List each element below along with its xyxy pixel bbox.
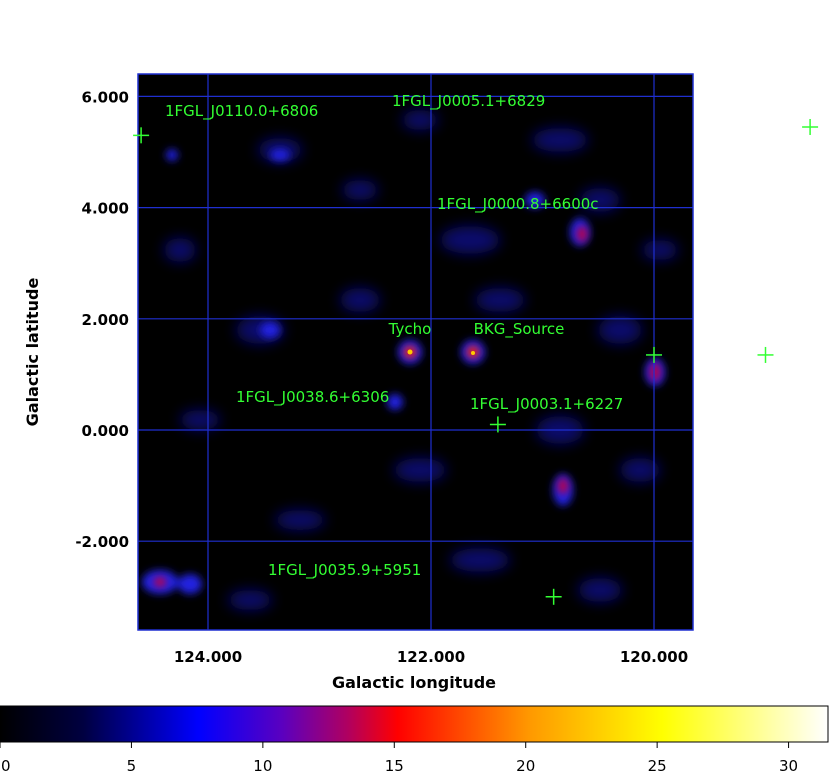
colorbar-tick-label: 20 bbox=[516, 757, 535, 775]
colorbar-tick-label: 30 bbox=[779, 757, 798, 775]
colorbar-tick-label: 10 bbox=[253, 757, 272, 775]
emission-blobs bbox=[142, 110, 678, 610]
map-frame bbox=[137, 73, 694, 631]
x-tick-label: 122.000 bbox=[397, 648, 465, 666]
source-label: 1FGL_J0110.0+6806 bbox=[165, 102, 318, 121]
colorbar-tick-label: 15 bbox=[385, 757, 404, 775]
source-marker bbox=[646, 346, 662, 363]
colorbar-tick-label: 5 bbox=[127, 757, 137, 775]
source-markers: 1FGL_J0110.0+6806 1FGL_J0005.1+6829 1FGL_J… bbox=[133, 92, 819, 605]
colorbar bbox=[0, 705, 829, 743]
source-label: 1FGL_J0005.1+6829 bbox=[392, 92, 545, 111]
source-label: 1FGL_J0038.6+6306 bbox=[236, 388, 389, 407]
colorbar-tick-label: 25 bbox=[648, 757, 667, 775]
source-label: BKG_Source bbox=[474, 320, 565, 339]
colorbar-tick-labels: 0 5 10 15 20 25 30 bbox=[0, 742, 798, 775]
x-tick-label: 120.000 bbox=[620, 648, 688, 666]
source-marker bbox=[489, 416, 506, 433]
y-tick-label: -2.000 bbox=[75, 533, 129, 551]
y-axis-label: Galactic latitude bbox=[23, 278, 42, 427]
y-tick-label: 2.000 bbox=[82, 311, 129, 329]
source-label: 1FGL_J0000.8+6600c bbox=[437, 195, 599, 214]
x-axis-label: Galactic longitude bbox=[332, 673, 496, 692]
x-tick-label: 124.000 bbox=[174, 648, 242, 666]
source-marker bbox=[545, 588, 562, 605]
source-label: 1FGL_J0035.9+5951 bbox=[268, 561, 421, 580]
source-marker bbox=[133, 127, 150, 144]
y-tick-label: 4.000 bbox=[82, 200, 129, 218]
y-tick-label: 0.000 bbox=[82, 422, 129, 440]
source-label: Tycho bbox=[388, 320, 432, 338]
source-marker bbox=[802, 118, 819, 135]
y-tick-labels: 6.000 4.000 2.000 0.000 -2.000 bbox=[75, 88, 129, 551]
colorbar-tick-label: 0 bbox=[1, 757, 11, 775]
y-tick-label: 6.000 bbox=[82, 88, 129, 106]
source-marker bbox=[757, 346, 774, 363]
source-label: 1FGL_J0003.1+6227 bbox=[470, 395, 623, 414]
